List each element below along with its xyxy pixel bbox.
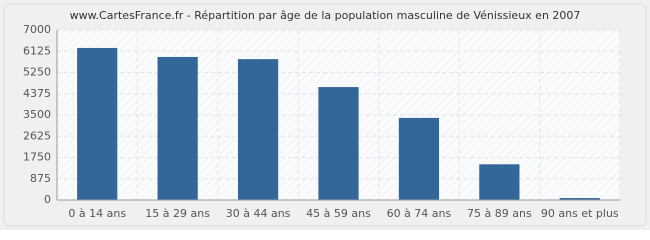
y-tick-label: 4375 [23,87,51,100]
y-tick-label: 3500 [23,108,51,121]
y-tick-label: 6125 [23,44,51,57]
bar [398,117,440,200]
bar [77,47,118,200]
y-tick-label: 0 [44,193,51,206]
bar [318,87,359,200]
x-tick-label: 15 à 29 ans [145,207,210,220]
y-tick-label: 2625 [23,129,51,142]
y-tick-label: 1750 [23,151,51,164]
y-tick-label: 5250 [23,66,51,79]
chart: www.CartesFrance.fr - Répartition par âg… [0,0,650,230]
x-tick-label: 0 à 14 ans [68,207,126,220]
bar [237,59,279,201]
x-tick-label: 30 à 44 ans [226,207,291,220]
bar [157,56,198,201]
bar [559,198,600,200]
x-tick-label: 75 à 89 ans [467,207,532,220]
y-tick-label: 875 [30,172,51,185]
chart-title: www.CartesFrance.fr - Répartition par âg… [70,9,581,22]
y-tick-label: 7000 [23,23,51,36]
x-tick-label: 45 à 59 ans [306,207,371,220]
x-tick-label: 60 à 74 ans [387,207,452,220]
bar [479,164,520,200]
x-tick-label: 90 ans et plus [541,207,619,220]
